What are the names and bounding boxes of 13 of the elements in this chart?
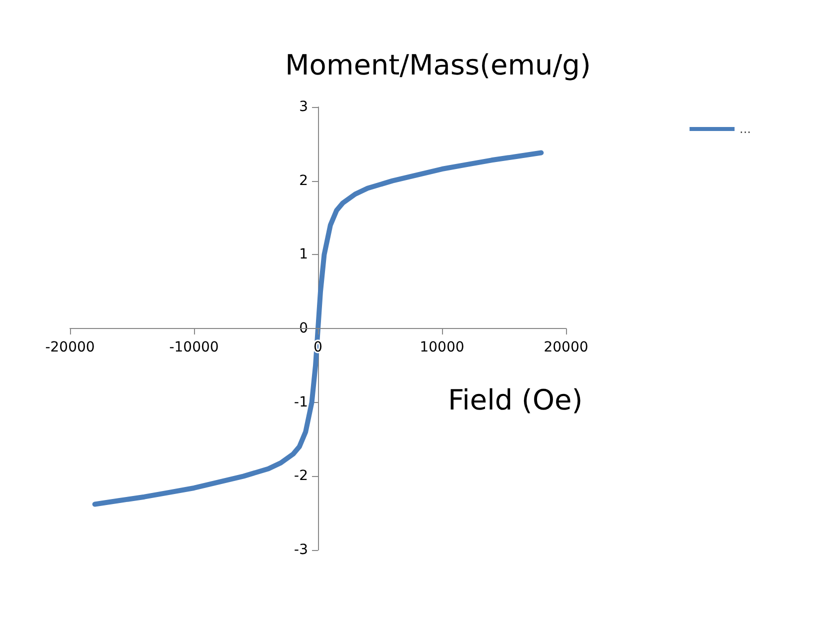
x-tick-label: -20000 <box>45 340 95 356</box>
y-tick-label: 1 <box>299 246 308 263</box>
y-tick-label: -1 <box>294 394 308 410</box>
x-tick-label: 10000 <box>420 340 464 356</box>
y-tick-label: 2 <box>299 172 308 189</box>
legend-label: ... <box>740 122 752 136</box>
y-tick-label: -2 <box>294 468 308 484</box>
x-tick-label: -10000 <box>169 340 219 356</box>
x-tick-label: 20000 <box>544 340 588 356</box>
y-tick-label: 3 <box>299 99 308 115</box>
y-tick-label: -3 <box>294 542 308 558</box>
chart-title: Moment/Mass(emu/g) <box>285 48 591 82</box>
x-axis-title: Field (Oe) <box>448 384 583 416</box>
